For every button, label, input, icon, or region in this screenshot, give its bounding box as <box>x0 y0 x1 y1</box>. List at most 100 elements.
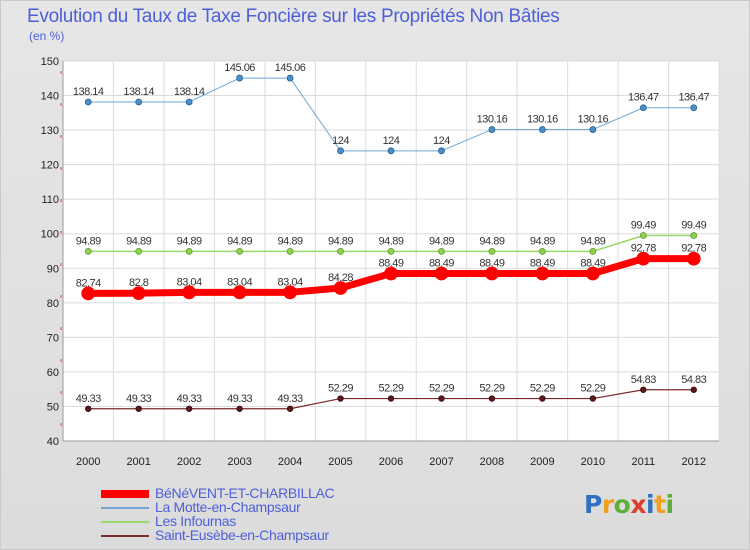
data-label: 84.28 <box>328 272 353 284</box>
data-label: 83.04 <box>278 276 303 288</box>
data-label: 83.04 <box>177 276 202 288</box>
data-label: 124 <box>332 135 349 147</box>
data-label: 92.78 <box>681 243 706 255</box>
data-labels: 138.14 138.14 138.14 145.06 145.06 124 124 124 1… <box>73 62 710 405</box>
data-point <box>85 405 92 412</box>
x-tick-label: 2000 <box>76 456 100 468</box>
y-tick-label: 80 <box>47 298 59 310</box>
data-point <box>236 247 244 255</box>
data-point <box>286 247 294 255</box>
data-label: 94.89 <box>378 235 403 247</box>
logo-letter: P <box>584 490 602 519</box>
data-point <box>538 126 546 133</box>
data-point <box>232 285 247 300</box>
data-point <box>337 395 344 402</box>
data-point <box>182 285 197 300</box>
data-label: 94.89 <box>76 235 101 247</box>
data-point <box>236 74 244 82</box>
x-tick-label: 2012 <box>682 456 706 468</box>
data-point <box>185 98 193 106</box>
data-label: 49.33 <box>227 393 252 405</box>
data-point <box>686 251 701 266</box>
data-point <box>387 247 395 255</box>
data-point <box>286 74 294 82</box>
data-label: 83.04 <box>227 276 252 288</box>
data-point <box>438 395 445 402</box>
y-tick-label: 130 <box>41 125 59 137</box>
data-label: 82.74 <box>76 277 101 289</box>
x-tick-label: 2003 <box>227 456 251 468</box>
data-point <box>589 126 597 133</box>
data-label: 99.49 <box>681 219 706 231</box>
x-tick-label: 2001 <box>126 456 150 468</box>
y-tick-label: 140 <box>41 91 59 103</box>
x-tick-label: 2007 <box>429 456 453 468</box>
legend-swatch-la-motte <box>101 507 149 509</box>
data-label: 54.83 <box>681 374 706 386</box>
y-tick-label: 90 <box>47 263 59 275</box>
y-tick-label: 60 <box>47 367 59 379</box>
x-tick-label: 2005 <box>328 456 352 468</box>
data-point <box>333 281 348 295</box>
legend-label-benevent: BéNéVENT-ET-CHARBILLAC <box>155 485 335 501</box>
data-point <box>438 147 445 155</box>
y-tick-label: 40 <box>47 436 59 448</box>
data-label: 94.89 <box>328 235 353 247</box>
data-label: 136.47 <box>678 92 709 104</box>
data-label: 88.49 <box>580 257 605 269</box>
data-label: 52.29 <box>530 383 555 395</box>
chart-title: Evolution du Taux de Taxe Foncière sur l… <box>27 6 560 27</box>
data-point <box>337 247 344 255</box>
x-tick-label: 2008 <box>480 456 504 468</box>
x-tick-label: 2011 <box>631 456 655 468</box>
legend-label-saint-eusebe: Saint-Eusèbe-en-Champsaur <box>155 527 329 543</box>
data-point <box>538 247 546 255</box>
data-point <box>84 247 92 255</box>
data-label: 88.49 <box>429 257 454 269</box>
data-label: 136.47 <box>628 92 659 104</box>
data-label: 138.14 <box>123 86 154 98</box>
data-label: 130.16 <box>578 114 609 126</box>
data-label: 94.89 <box>278 235 303 247</box>
data-point <box>690 232 698 239</box>
y-axis-unit-label: (en %) <box>29 29 65 43</box>
data-point <box>636 251 651 266</box>
y-tick-label: 50 <box>47 401 59 413</box>
legend-swatch-benevent <box>101 490 149 498</box>
x-tick-label: 2002 <box>177 456 201 468</box>
x-tick-label: 2010 <box>581 456 605 468</box>
data-label: 52.29 <box>479 383 504 395</box>
logo-letter: i <box>646 490 655 519</box>
data-point <box>690 104 698 112</box>
data-label: 138.14 <box>73 86 104 98</box>
data-label: 94.89 <box>580 235 605 247</box>
data-point <box>488 395 496 402</box>
data-point <box>135 247 143 255</box>
legend-swatch-saint-eusebe <box>101 535 149 537</box>
data-label: 88.49 <box>530 257 555 269</box>
data-point <box>585 266 600 281</box>
data-point <box>185 405 193 412</box>
data-label: 94.89 <box>530 235 555 247</box>
data-label: 99.49 <box>631 219 656 231</box>
data-label: 94.89 <box>429 235 454 247</box>
data-label: 49.33 <box>177 393 202 405</box>
data-label: 49.33 <box>126 393 151 405</box>
data-point <box>589 247 597 255</box>
data-point <box>488 126 496 133</box>
data-label: 94.89 <box>177 235 202 247</box>
data-point <box>236 405 243 412</box>
data-point <box>384 266 398 281</box>
data-label: 145.06 <box>224 62 255 74</box>
data-point <box>135 98 143 106</box>
proxiti-logo: Proxiti <box>584 490 674 519</box>
data-label: 124 <box>433 135 450 147</box>
data-label: 82.8 <box>129 277 149 289</box>
data-label: 52.29 <box>429 383 454 395</box>
data-point <box>639 232 647 239</box>
data-label: 49.33 <box>76 393 101 405</box>
data-point <box>488 247 496 255</box>
data-label: 94.89 <box>227 235 252 247</box>
